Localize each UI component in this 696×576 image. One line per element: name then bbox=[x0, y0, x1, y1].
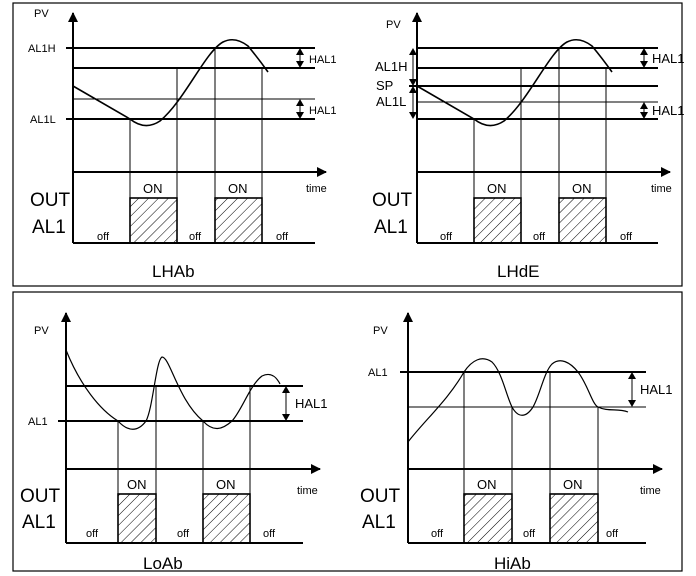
loab-al1-label: AL1 bbox=[28, 416, 48, 428]
lhde-out-label: OUT bbox=[372, 190, 413, 211]
lhab-hal-top-label: HAL1 bbox=[309, 54, 337, 66]
lhde-hal-top-arrow-down bbox=[640, 61, 648, 68]
lhde-al1h-arrow-down bbox=[409, 79, 417, 86]
loab-title: LoAb bbox=[143, 554, 183, 573]
lhab-hal-bot-label: HAL1 bbox=[309, 105, 337, 117]
loab-on-pulse-2 bbox=[202, 493, 251, 544]
lhde-off-label-2: off bbox=[533, 231, 546, 243]
lhab-al1l-label: AL1L bbox=[30, 114, 56, 126]
lhab-hal-top-arrow-down bbox=[296, 61, 304, 68]
hiab-out-label: OUT bbox=[360, 486, 401, 507]
lhde-pv-curve bbox=[416, 38, 613, 127]
bottom-panel-frame bbox=[12, 291, 683, 572]
loab-pv-label: PV bbox=[34, 325, 49, 337]
loab-off-label-1: off bbox=[86, 528, 99, 540]
hiab-off-label-2: off bbox=[523, 528, 536, 540]
loab-on-pulse-1 bbox=[117, 493, 157, 544]
lhab-on-label-1: ON bbox=[143, 181, 163, 196]
lhab-title: LHAb bbox=[152, 262, 195, 281]
lhde-on-pulse-1 bbox=[473, 197, 522, 244]
lhde-al1-label: AL1 bbox=[374, 217, 408, 238]
lhab-off-label-3: off bbox=[276, 231, 289, 243]
hiab-title: HiAb bbox=[494, 554, 531, 573]
lhde-al1l-arrow-up bbox=[409, 86, 417, 93]
loab-off-label-3: off bbox=[263, 528, 276, 540]
hiab-out-al1-label: AL1 bbox=[362, 512, 396, 533]
hiab-pv-curve bbox=[407, 358, 629, 443]
lhab-al1h-label: AL1H bbox=[28, 43, 56, 55]
hiab-on-label-1: ON bbox=[477, 477, 497, 492]
hiab-al1-label: AL1 bbox=[368, 367, 388, 379]
lhde-on-label-2: ON bbox=[572, 181, 592, 196]
loab-pv-curve bbox=[65, 349, 281, 430]
hiab-on-pulse-1 bbox=[463, 493, 513, 544]
lhde-al1h-arrow-up bbox=[409, 48, 417, 55]
loab-time-label: time bbox=[297, 485, 318, 497]
lhab-pv-curve bbox=[72, 38, 269, 127]
lhde-hal-top-arrow-up bbox=[640, 48, 648, 55]
loab-off-label-2: off bbox=[177, 528, 190, 540]
lhab-on-pulse-1 bbox=[129, 197, 178, 244]
hiab-hal-arrow-down bbox=[628, 400, 636, 407]
hiab-on-pulse-2 bbox=[549, 493, 599, 544]
hiab-time-label: time bbox=[640, 485, 661, 497]
lhab-diagram bbox=[66, 12, 327, 244]
lhde-on-pulse-2 bbox=[558, 197, 607, 244]
lhde-hal-bot-label: HAL1 bbox=[652, 103, 685, 118]
loab-out-al1-label: AL1 bbox=[22, 512, 56, 533]
lhab-hal-bot-arrow-up bbox=[296, 99, 304, 106]
lhab-hal-bot-arrow-down bbox=[296, 112, 304, 119]
lhde-hal-bot-arrow-down bbox=[640, 112, 648, 119]
hiab-hal-label: HAL1 bbox=[640, 382, 673, 397]
lhde-sp-label: SP bbox=[376, 78, 393, 93]
lhde-al1l-label: AL1L bbox=[376, 94, 406, 109]
lhab-off-label-2: off bbox=[189, 231, 202, 243]
lhde-pv-label: PV bbox=[386, 19, 401, 31]
lhab-on-pulse-2 bbox=[214, 197, 263, 244]
hiab-off-label-3: off bbox=[606, 528, 619, 540]
lhde-time-label: time bbox=[651, 183, 672, 195]
hiab-diagram bbox=[400, 312, 663, 544]
loab-on-label-1: ON bbox=[127, 477, 147, 492]
lhde-al1h-label: AL1H bbox=[375, 59, 408, 74]
top-panel-frame bbox=[12, 2, 683, 287]
loab-hal-arrow-down bbox=[282, 414, 290, 421]
lhde-al1l-arrow-down bbox=[409, 112, 417, 119]
lhde-off-label-3: off bbox=[620, 231, 633, 243]
lhab-hal-top-arrow-up bbox=[296, 48, 304, 55]
lhab-out-label: OUT bbox=[30, 190, 71, 211]
hiab-pv-label: PV bbox=[373, 325, 388, 337]
lhab-on-label-2: ON bbox=[228, 181, 248, 196]
lhde-hal-top-label: HAL1 bbox=[652, 51, 685, 66]
lhde-off-label-1: off bbox=[440, 231, 453, 243]
loab-hal-label: HAL1 bbox=[295, 396, 328, 411]
hiab-off-label-1: off bbox=[431, 528, 444, 540]
lhde-diagram bbox=[409, 12, 671, 244]
lhab-off-label-1: off bbox=[97, 231, 110, 243]
lhab-pv-label: PV bbox=[34, 8, 49, 20]
loab-on-label-2: ON bbox=[216, 477, 236, 492]
hiab-hal-arrow-up bbox=[628, 372, 636, 379]
lhab-time-label: time bbox=[306, 183, 327, 195]
loab-diagram bbox=[58, 312, 321, 544]
lhde-hal-bot-arrow-up bbox=[640, 102, 648, 109]
lhde-on-label-1: ON bbox=[487, 181, 507, 196]
lhab-al1-label: AL1 bbox=[32, 217, 66, 238]
loab-hal-arrow-up bbox=[282, 386, 290, 393]
hiab-on-label-2: ON bbox=[563, 477, 583, 492]
loab-out-label: OUT bbox=[20, 486, 61, 507]
lhde-title: LHdE bbox=[497, 262, 540, 281]
